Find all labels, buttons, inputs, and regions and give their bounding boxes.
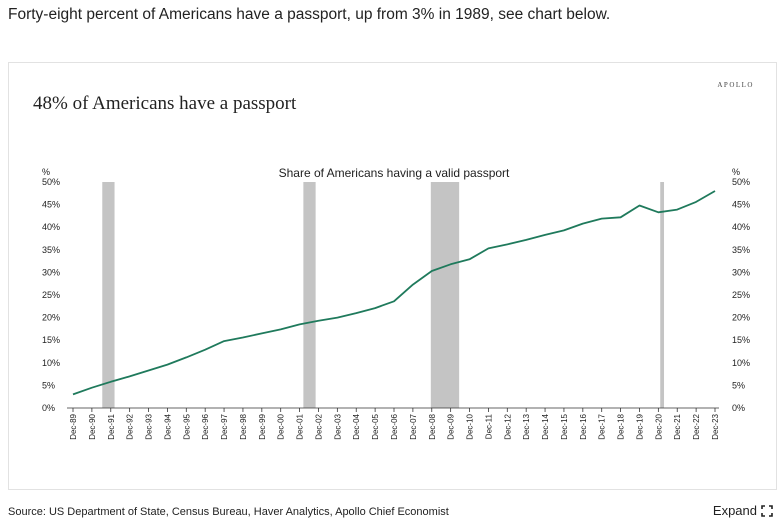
expand-label: Expand [712,503,757,518]
x-tick-label: Dec-06 [390,413,399,439]
y-tick-label-left: 40% [42,222,60,232]
y-tick-label-right: 50% [732,177,750,187]
y-tick-label-right: 40% [732,222,750,232]
y-tick-label-right: 20% [732,313,750,323]
brand-logo: APOLLO [717,81,754,89]
passport-share-line [72,190,716,396]
y-unit-left: % [42,167,50,177]
x-tick-label: Dec-16 [579,413,588,439]
y-tick-label-right: 30% [732,267,750,277]
recession-bar [102,182,115,408]
x-tick-label: Dec-20 [654,413,663,439]
x-tick-label: Dec-13 [522,413,531,439]
x-tick-label: Dec-10 [466,413,475,439]
x-tick-label: Dec-03 [333,413,342,439]
x-tick-label: Dec-96 [201,413,210,439]
x-tick-label: Dec-89 [69,413,78,439]
x-tick-label: Dec-92 [126,413,135,439]
x-tick-label: Dec-94 [163,413,172,439]
x-tick-label: Dec-00 [277,413,286,439]
x-tick-label: Dec-99 [258,413,267,439]
x-tick-label: Dec-14 [541,413,550,439]
x-tick-label: Dec-19 [635,413,644,439]
chart-title: 48% of Americans have a passport [33,93,297,114]
x-tick-label: Dec-98 [239,413,248,439]
y-tick-label-left: 10% [42,358,60,368]
x-tick-label: Dec-12 [503,413,512,439]
y-tick-label-left: 45% [42,200,60,210]
y-tick-label-left: 30% [42,267,60,277]
x-tick-label: Dec-07 [409,413,418,439]
y-tick-label-left: 0% [42,403,55,413]
x-tick-label: Dec-93 [145,413,154,439]
headline: Forty-eight percent of Americans have a … [8,6,611,23]
x-tick-label: Dec-08 [428,413,437,439]
y-tick-label-right: 0% [732,403,745,413]
y-tick-label-left: 50% [42,177,60,187]
x-tick-label: Dec-21 [673,413,682,439]
x-tick-label: Dec-97 [220,413,229,439]
x-tick-label: Dec-05 [371,413,380,439]
x-tick-label: Dec-04 [352,413,361,439]
x-tick-label: Dec-22 [692,413,701,439]
y-tick-label-right: 45% [732,200,750,210]
x-tick-label: Dec-02 [314,413,323,439]
x-tick-label: Dec-91 [107,413,116,439]
chart-card: APOLLO 48% of Americans have a passport … [8,62,777,490]
y-tick-label-left: 35% [42,245,60,255]
expand-icon [761,504,773,517]
y-tick-label-right: 15% [732,335,750,345]
x-tick-label: Dec-09 [447,413,456,439]
y-tick-label-right: 35% [732,245,750,255]
y-tick-label-left: 20% [42,313,60,323]
x-tick-label: Dec-23 [711,413,720,439]
y-tick-label-right: 25% [732,290,750,300]
recession-bar [303,182,316,408]
y-unit-right: % [732,167,740,177]
y-tick-label-right: 5% [732,380,745,390]
x-tick-label: Dec-01 [296,413,305,439]
x-tick-label: Dec-95 [182,413,191,439]
y-tick-label-right: 10% [732,358,750,368]
y-tick-label-left: 25% [42,290,60,300]
y-tick-label-left: 15% [42,335,60,345]
recession-bar [430,182,460,408]
recession-bar [660,182,665,408]
chart-subtitle: Share of Americans having a valid passpo… [279,166,510,180]
y-tick-label-left: 5% [42,380,55,390]
x-tick-label: Dec-18 [617,413,626,439]
expand-button[interactable]: Expand [713,503,773,518]
x-tick-label: Dec-17 [598,413,607,439]
x-tick-label: Dec-15 [560,413,569,439]
source-note: Source: US Department of State, Census B… [8,506,449,518]
x-tick-label: Dec-90 [88,413,97,439]
chart-plot: Share of Americans having a valid passpo… [42,166,750,440]
x-tick-label: Dec-11 [484,413,493,439]
